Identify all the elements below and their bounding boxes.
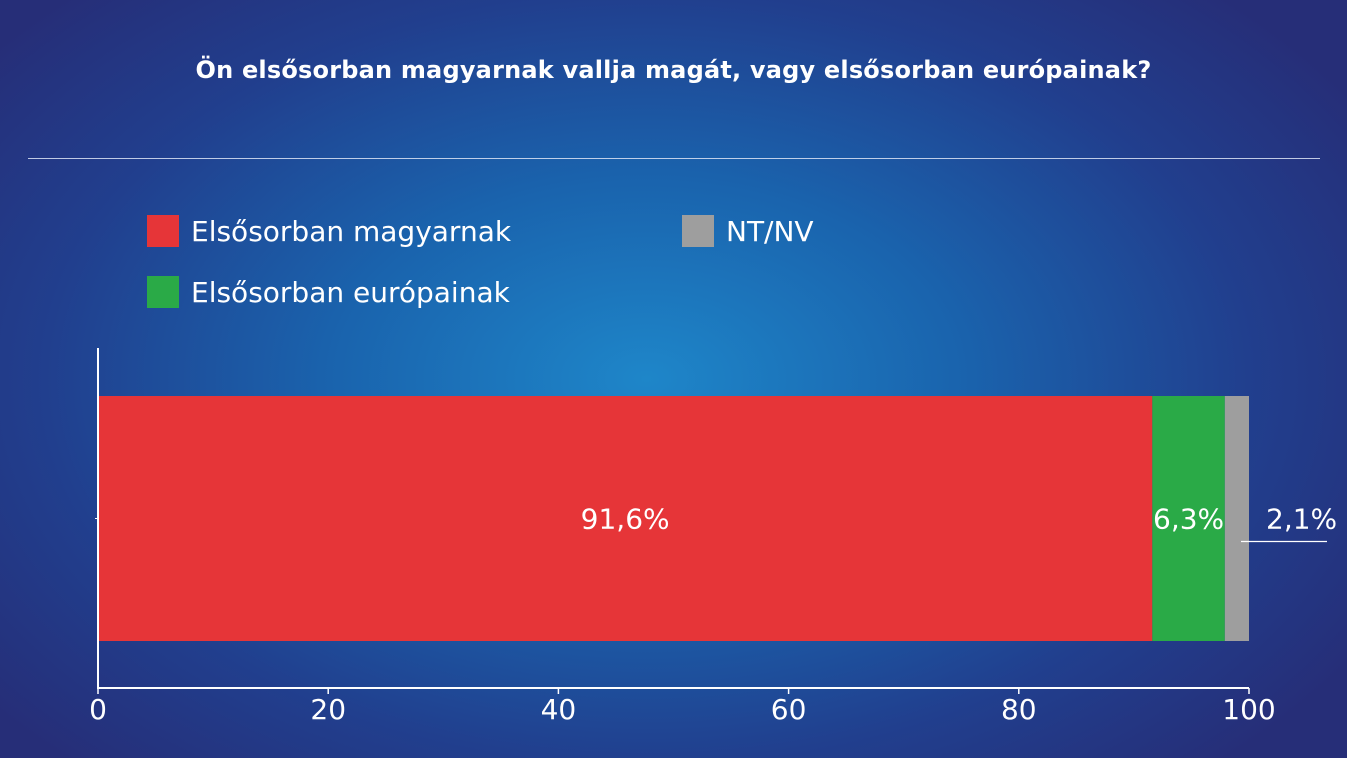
bar-segment-1 (1152, 396, 1225, 641)
bar-segment-0 (98, 396, 1153, 641)
data-label-1: 6,3% (1153, 503, 1224, 536)
x-tick-label-4: 80 (1001, 693, 1037, 726)
x-tick-label-3: 60 (771, 693, 807, 726)
legend-swatch-magyarnak (147, 215, 179, 247)
legend-swatch-ntnv (682, 215, 714, 247)
x-tick-label-0: 0 (89, 693, 107, 726)
bar-segment-2 (1224, 396, 1249, 641)
legend-label-magyarnak: Elsősorban magyarnak (191, 214, 512, 248)
data-label-0: 91,6% (581, 503, 670, 536)
x-tick-label-5: 100 (1222, 693, 1275, 726)
x-tick-label-2: 40 (541, 693, 577, 726)
title-divider (28, 158, 1320, 159)
legend-swatch-europainak (147, 276, 179, 308)
legend-item-ntnv: NT/NV (682, 214, 814, 248)
legend-item-europainak: Elsősorban európainak (147, 275, 510, 309)
x-tick-label-1: 20 (310, 693, 346, 726)
legend-label-ntnv: NT/NV (726, 214, 814, 248)
chart-title: Ön elsősorban magyarnak vallja magát, va… (195, 56, 1152, 84)
legend-item-magyarnak: Elsősorban magyarnak (147, 214, 511, 248)
legend-label-europainak: Elsősorban európainak (191, 275, 510, 309)
data-label-2: 2,1% (1266, 503, 1337, 536)
